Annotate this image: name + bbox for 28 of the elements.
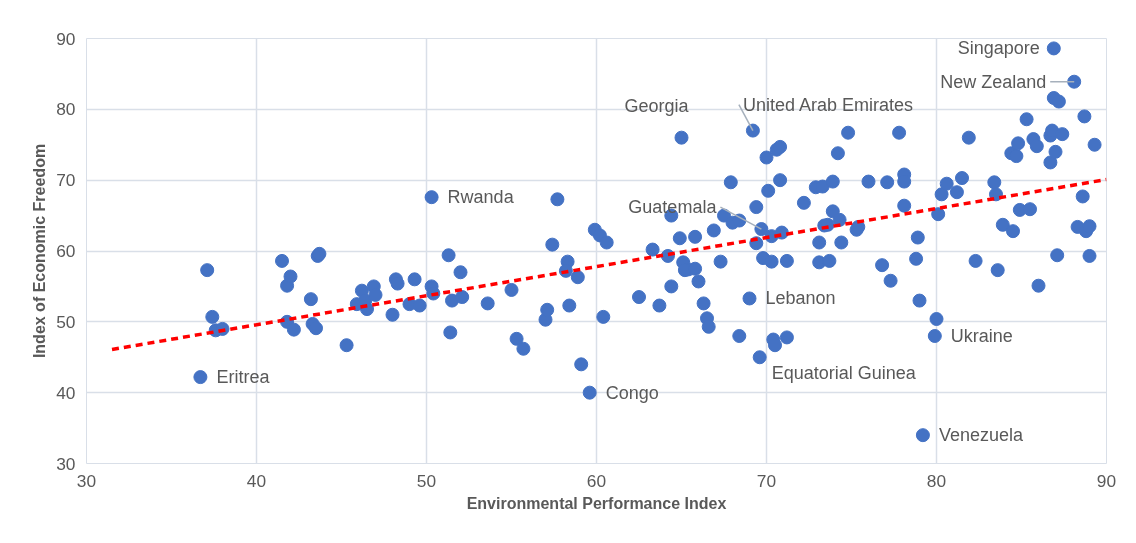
annotation: Equatorial Guinea xyxy=(771,363,917,384)
y-tick-label: 80 xyxy=(56,99,76,120)
annotation: Venezuela xyxy=(938,425,1024,446)
y-tick-label: 40 xyxy=(56,382,76,403)
y-tick-label: 90 xyxy=(56,28,76,49)
x-axis-title: Environmental Performance Index xyxy=(466,494,727,512)
annotation: United Arab Emirates xyxy=(742,94,913,115)
annotation: Ukraine xyxy=(950,326,1013,346)
annotation: Lebanon xyxy=(765,288,836,309)
x-tick-label: 90 xyxy=(1096,470,1117,491)
x-tick-label: 80 xyxy=(926,470,947,491)
annotation: Singapore xyxy=(957,38,1040,59)
y-tick-label: 70 xyxy=(56,170,76,191)
x-tick-label: 60 xyxy=(586,470,607,491)
annotation: Eritrea xyxy=(216,367,271,388)
annotation: Congo xyxy=(605,382,659,403)
y-tick-label: 60 xyxy=(56,241,76,261)
annotation: Guatemala xyxy=(628,197,718,218)
annotation: Georgia xyxy=(624,95,690,116)
x-tick-label: 30 xyxy=(76,470,97,491)
annotation: New Zealand xyxy=(940,71,1047,92)
x-tick-label: 70 xyxy=(756,470,777,491)
y-tick-label: 50 xyxy=(56,311,76,332)
y-tick-label: 30 xyxy=(56,453,76,474)
annotation: Rwanda xyxy=(447,187,515,208)
x-tick-label: 50 xyxy=(416,470,437,491)
x-tick-label: 40 xyxy=(246,470,267,491)
y-axis-title: Index of Economic Freedom xyxy=(31,143,49,359)
